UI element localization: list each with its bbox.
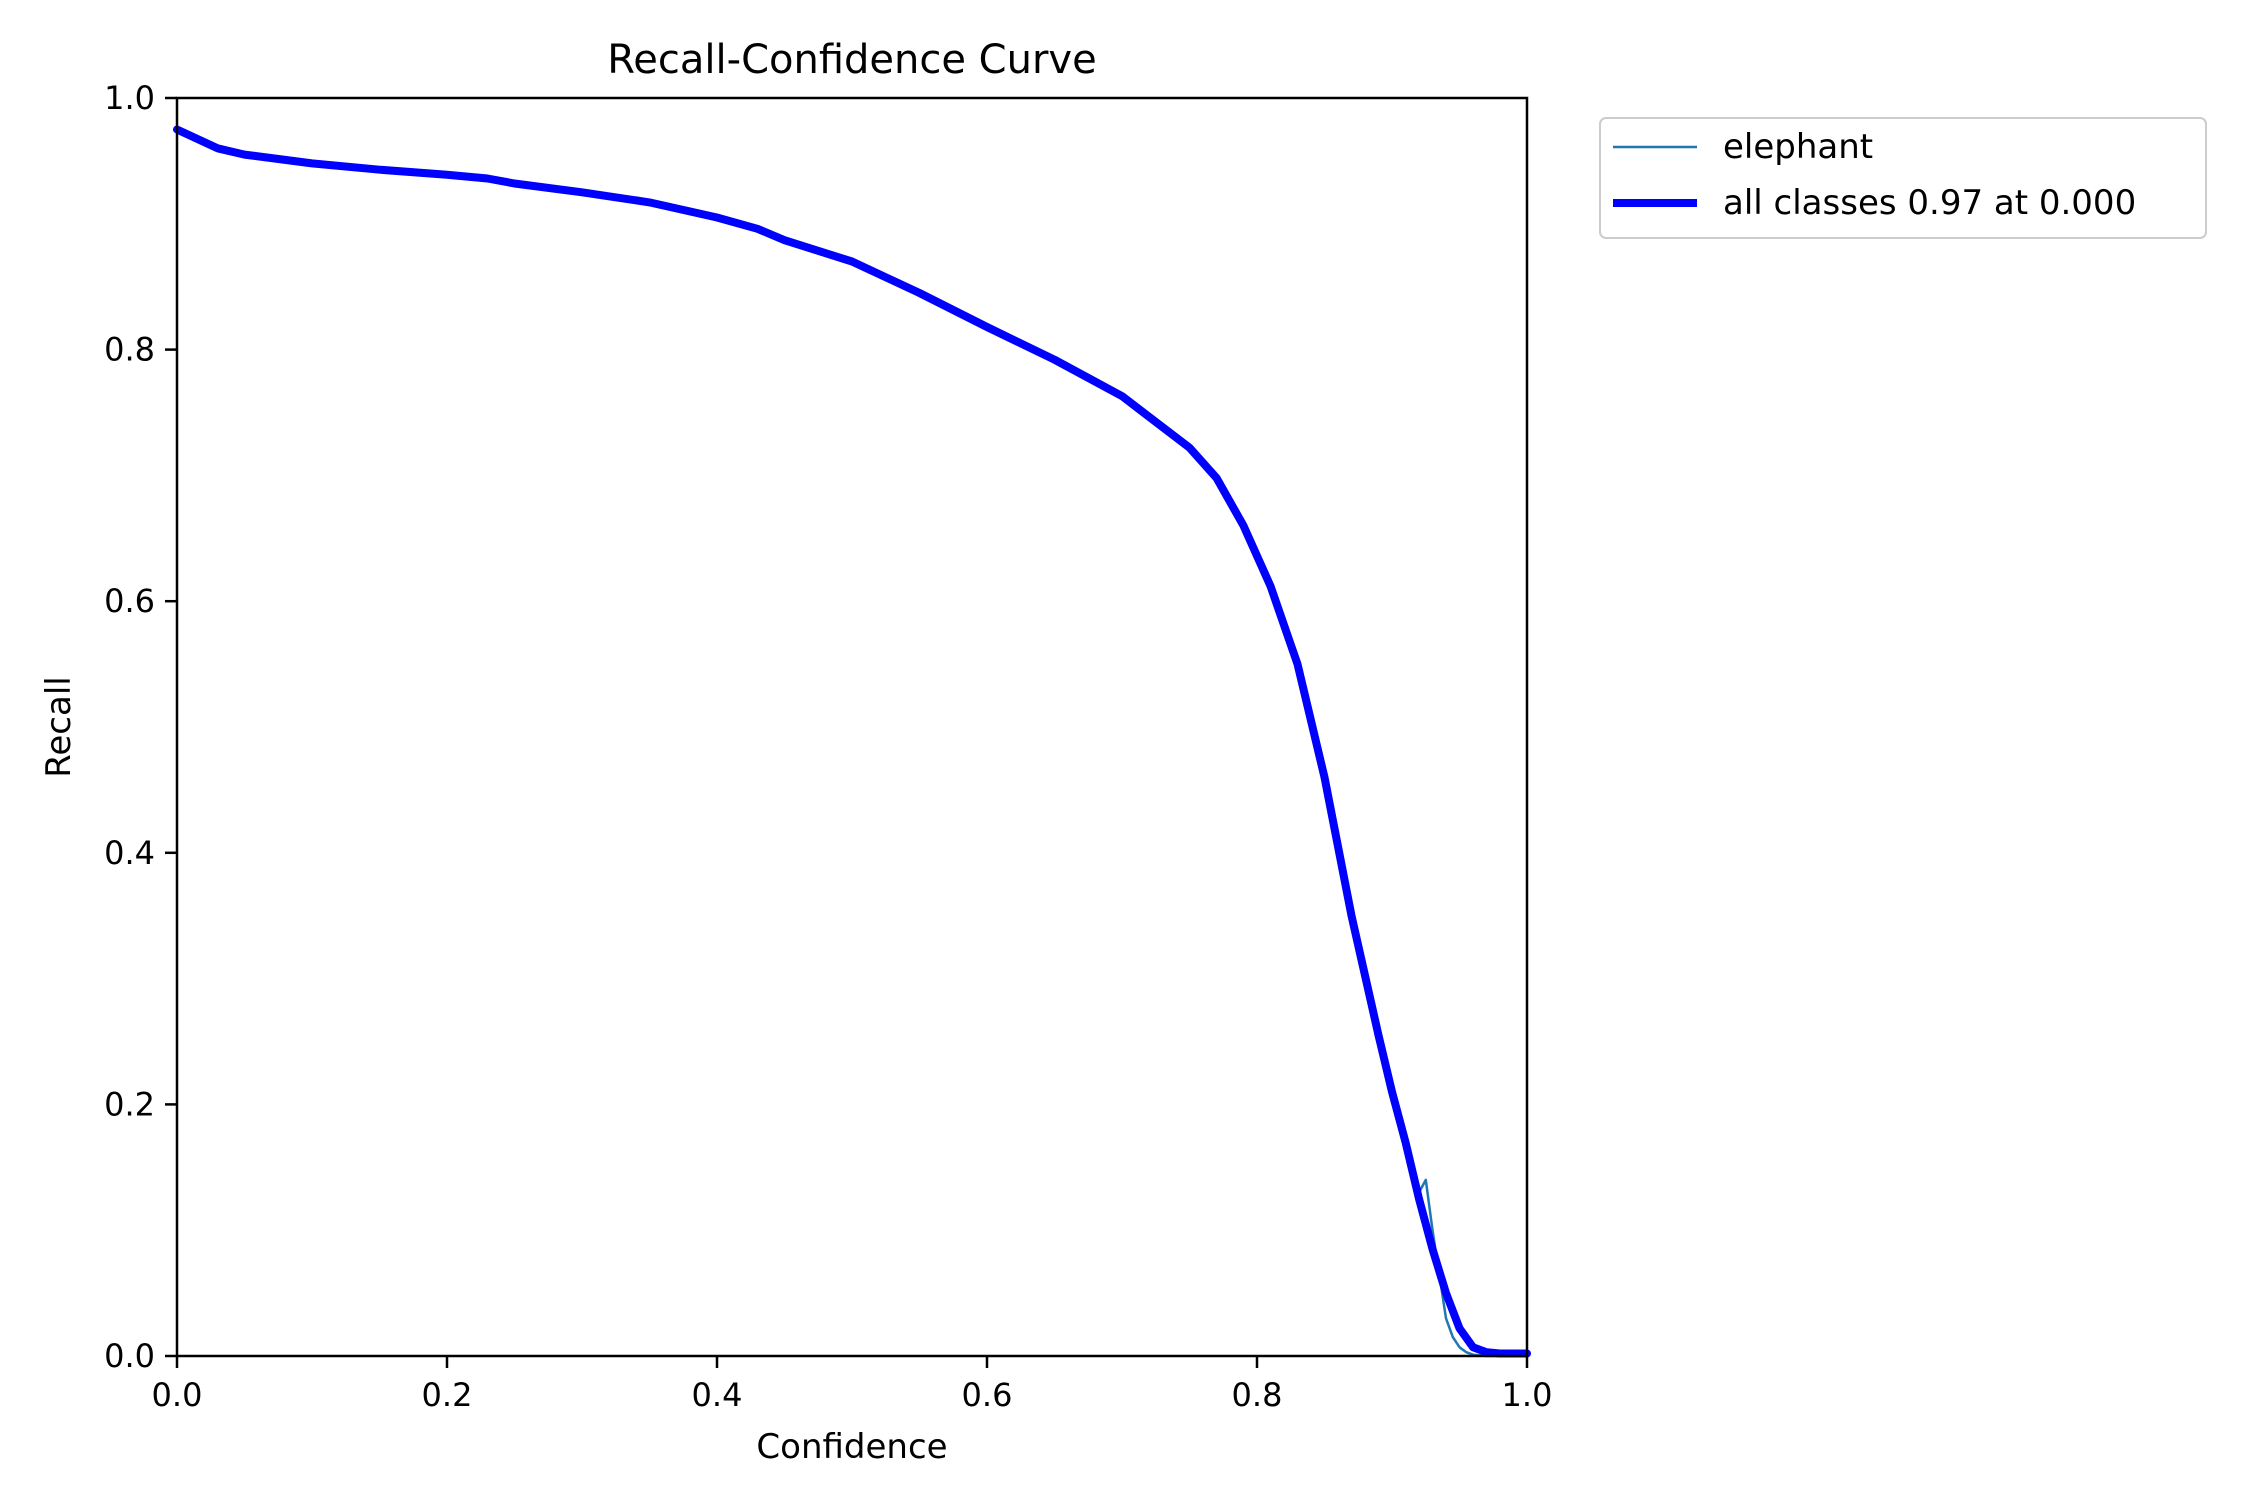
- legend-items: elephant all classes 0.97 at 0.000: [1613, 127, 2136, 223]
- series-layer: [173, 125, 1531, 1358]
- legend-label-1: all classes 0.97 at 0.000: [1723, 183, 2136, 223]
- legend-box: [1599, 117, 2207, 239]
- y-tick-label: 0.2: [104, 1085, 155, 1123]
- y-tick-label: 1.0: [104, 79, 155, 117]
- x-tick-label: 0.0: [152, 1376, 203, 1414]
- plot-area: [173, 96, 1531, 1358]
- x-tick-label: 0.6: [962, 1376, 1013, 1414]
- series-line-1: [173, 125, 1531, 1358]
- x-tick-label: 0.4: [692, 1376, 743, 1414]
- series-line-0: [175, 128, 1529, 1358]
- x-tick-label: 0.2: [422, 1376, 473, 1414]
- chart-title: Recall-Confidence Curve: [607, 37, 1096, 83]
- x-axis-label: Confidence: [756, 1427, 947, 1467]
- y-tick-label: 0.4: [104, 834, 155, 872]
- plot-frame: [175, 96, 1529, 1358]
- y-axis-ticks: 0.0 0.2 0.4 0.6 0.8 1.0: [104, 79, 177, 1375]
- y-tick-label: 0.6: [104, 582, 155, 620]
- y-tick-label: 0.0: [104, 1337, 155, 1375]
- x-axis-ticks: 0.0 0.2 0.4 0.6 0.8 1.0: [152, 1356, 1553, 1414]
- y-tick-label: 0.8: [104, 331, 155, 369]
- x-tick-label: 0.8: [1232, 1376, 1283, 1414]
- x-tick-label: 1.0: [1502, 1376, 1553, 1414]
- legend: elephant all classes 0.97 at 0.000: [1599, 117, 2207, 239]
- y-axis-label: Recall: [39, 676, 79, 777]
- legend-label-0: elephant: [1723, 127, 1873, 167]
